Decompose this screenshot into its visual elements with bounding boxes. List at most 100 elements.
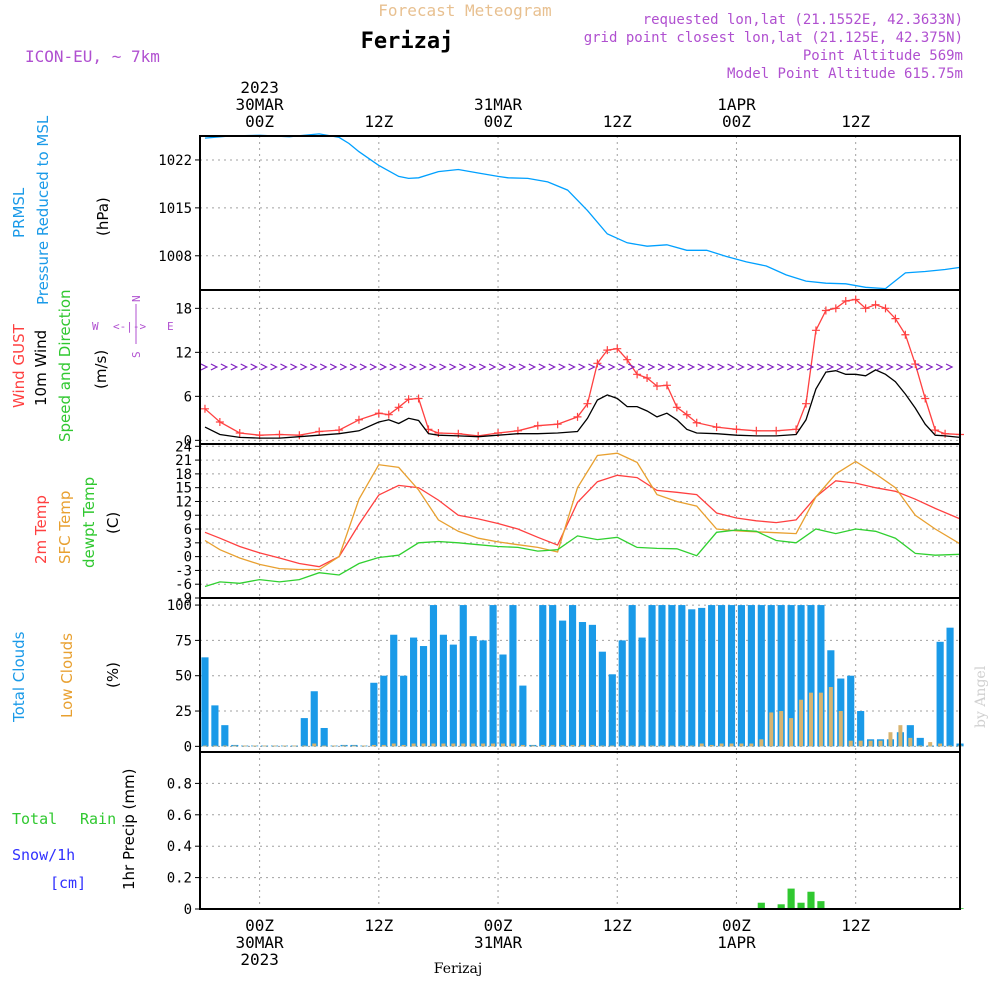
bar <box>906 725 914 747</box>
bar <box>729 743 734 747</box>
wind-direction-arrow <box>727 363 735 371</box>
bar <box>817 901 825 909</box>
label-dewpt-temp: dewpt Temp <box>80 477 98 568</box>
bar <box>757 605 765 747</box>
bar <box>469 636 477 747</box>
bar <box>431 743 436 747</box>
wind-direction-arrow <box>687 363 696 371</box>
wind-direction-arrow <box>339 363 348 371</box>
bar <box>797 902 805 909</box>
bar <box>519 685 527 747</box>
bar <box>459 605 467 747</box>
label-cm: [cm] <box>50 874 86 892</box>
wind-direction-arrow <box>290 363 298 371</box>
bar <box>808 692 813 747</box>
y-tick-label: 0 <box>184 550 192 566</box>
gust-marker <box>692 418 701 427</box>
wind-direction-arrow <box>627 363 636 371</box>
pressure-labels: PRMSL Pressure Reduced to MSL (hPa) <box>10 115 112 305</box>
bar <box>799 699 804 747</box>
bar <box>807 605 815 747</box>
gust-marker <box>623 355 632 364</box>
panel-frame <box>199 751 961 910</box>
y-tick-label: 1015 <box>158 201 192 217</box>
bar <box>292 745 297 747</box>
bar <box>916 737 924 747</box>
wind-direction-arrow <box>737 363 745 371</box>
bar <box>787 605 795 747</box>
series-line <box>204 133 961 290</box>
gust-marker <box>533 421 542 430</box>
bar <box>202 745 207 747</box>
bar <box>451 743 456 747</box>
gust-marker <box>215 418 224 426</box>
bar <box>212 745 217 747</box>
bar <box>272 745 277 747</box>
bar <box>828 687 833 747</box>
bar <box>948 745 953 747</box>
wind-direction-arrow <box>826 363 835 371</box>
y-tick-label: 12 <box>175 494 192 510</box>
bar <box>221 725 229 747</box>
bar <box>797 605 805 747</box>
y-tick-label: 12 <box>175 345 192 361</box>
bar <box>540 744 545 747</box>
bar <box>568 605 577 747</box>
bar <box>640 745 645 747</box>
wind-direction-arrow <box>578 363 586 371</box>
label-sfc-temp: SFC Temp <box>56 491 74 564</box>
bar <box>698 607 706 747</box>
gust-marker <box>553 420 562 429</box>
bar <box>817 605 825 747</box>
bar <box>638 637 646 747</box>
bar <box>211 705 219 747</box>
bar <box>777 904 785 909</box>
y-tick-label: 0 <box>184 902 192 918</box>
series-line <box>204 528 961 588</box>
compass-s: S <box>130 351 143 358</box>
label-prmsl: PRMSL <box>10 187 28 238</box>
bar <box>419 646 428 747</box>
bar <box>410 637 418 747</box>
bottom-time-label: 00Z <box>484 916 513 935</box>
bar <box>717 605 726 747</box>
bar <box>300 718 308 747</box>
gust-marker <box>891 314 900 323</box>
wind-direction-arrow <box>806 363 815 371</box>
bar <box>282 745 287 747</box>
bar <box>232 745 237 747</box>
wind-direction-arrow <box>210 363 219 371</box>
gust-marker <box>633 370 642 379</box>
gust-marker <box>573 412 582 421</box>
y-tick-label: 6 <box>184 522 192 538</box>
label-low-clouds: Low Clouds <box>58 633 76 718</box>
bar <box>767 605 775 747</box>
wind-direction-arrow <box>329 363 338 371</box>
bar <box>352 745 356 747</box>
gust-marker <box>384 410 393 419</box>
y-tick-label: 0.8 <box>167 776 192 792</box>
bar <box>779 711 784 747</box>
bar <box>429 605 438 747</box>
wind-direction-arrow <box>250 363 258 371</box>
label-ms: (m/s) <box>92 350 110 389</box>
wind-direction-arrow <box>945 363 954 371</box>
bar <box>946 627 954 747</box>
bar <box>302 745 307 747</box>
bottom-time-label: 12Z <box>603 916 632 935</box>
bar <box>400 675 408 747</box>
y-tick-label: 0.4 <box>167 839 192 855</box>
label-total: Total <box>12 810 57 828</box>
product-title: Forecast Meteogram <box>378 1 551 20</box>
y-tick-label: 9 <box>184 508 192 524</box>
model-altitude: Model Point Altitude 615.75m <box>727 66 963 82</box>
bar <box>588 624 596 747</box>
panel-frame <box>199 289 961 445</box>
y-tick-label: 1008 <box>158 249 192 265</box>
gust-marker <box>662 381 671 390</box>
y-tick-label: 25 <box>175 704 192 720</box>
wind-direction-arrow <box>548 363 557 371</box>
gust-marker <box>652 382 661 391</box>
gust-marker <box>200 404 209 413</box>
